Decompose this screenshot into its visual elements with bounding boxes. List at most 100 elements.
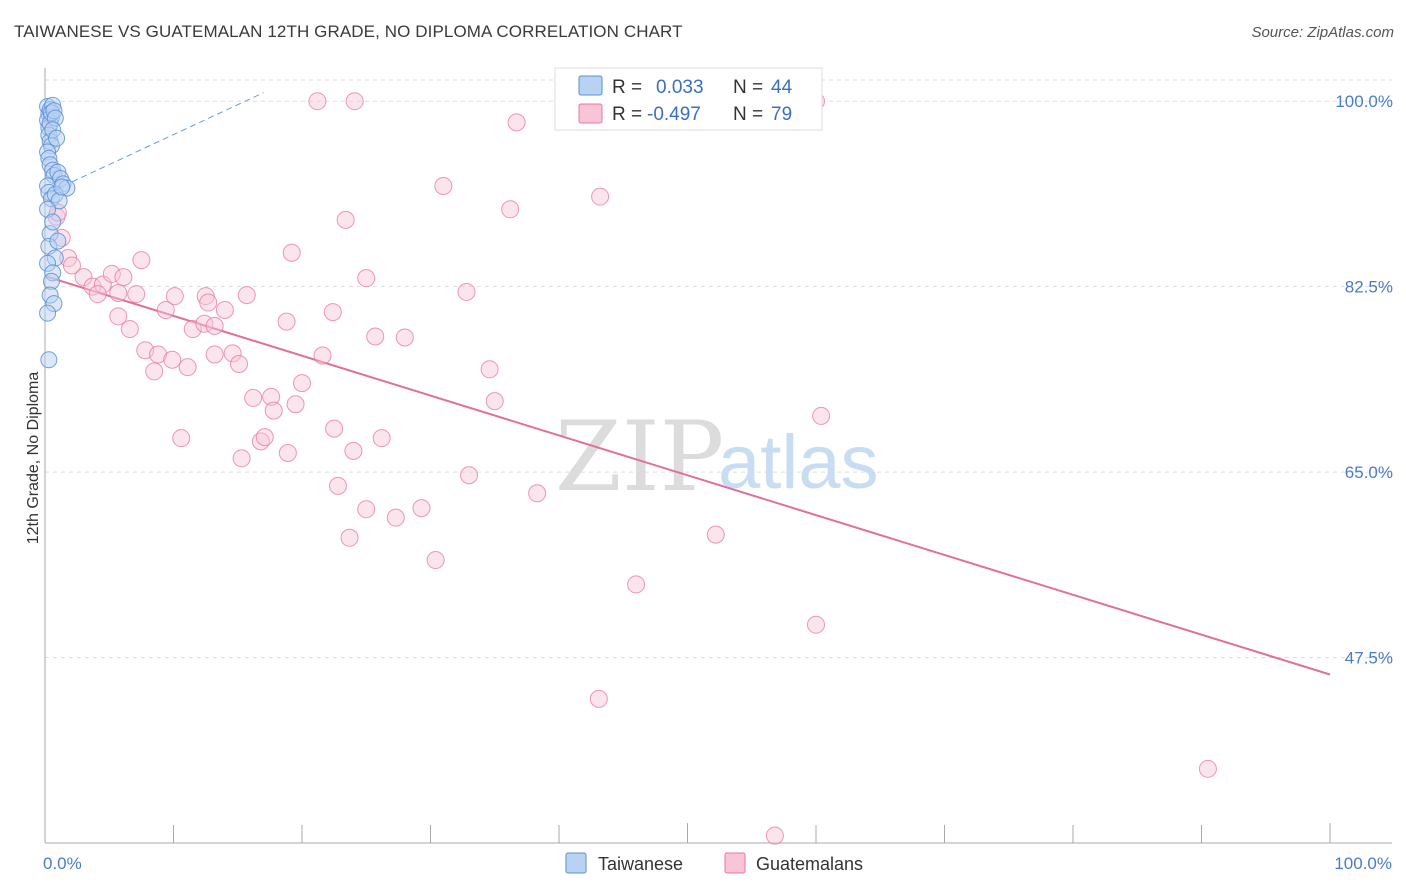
legend-swatch-taiwanese	[578, 75, 603, 96]
point-guatemalans	[765, 826, 784, 845]
point-guatemalans	[812, 406, 831, 425]
point-guatemalans	[262, 387, 281, 406]
bottom-legend-label-guatemalans: Guatemalans	[756, 854, 863, 874]
point-guatemalans	[230, 355, 249, 374]
point-guatemalans	[328, 476, 347, 495]
legend-r-value-taiwanese: 0.033	[656, 77, 704, 98]
point-guatemalans	[434, 176, 453, 195]
point-taiwanese	[40, 351, 58, 369]
point-guatemalans	[372, 429, 391, 448]
point-guatemalans	[156, 300, 175, 319]
point-guatemalans	[589, 689, 608, 708]
point-guatemalans	[205, 316, 224, 335]
point-taiwanese	[49, 232, 67, 250]
point-guatemalans	[706, 525, 725, 544]
point-guatemalans	[501, 200, 520, 219]
point-guatemalans	[178, 358, 197, 377]
point-guatemalans	[264, 401, 283, 420]
point-guatemalans	[357, 500, 376, 519]
point-guatemalans	[165, 287, 184, 306]
legend-r-value-guatemalans: -0.497	[647, 104, 701, 125]
bottom-legend-swatch-taiwanese	[565, 852, 587, 874]
point-guatemalans	[277, 312, 296, 331]
point-guatemalans	[807, 615, 825, 634]
point-guatemalans	[286, 395, 305, 414]
point-taiwanese	[48, 129, 66, 147]
legend-n-label-guatemalans: N =	[733, 104, 763, 125]
point-guatemalans	[172, 429, 191, 448]
legend-r-label-guatemalans: R =	[612, 104, 642, 125]
point-guatemalans	[412, 499, 431, 518]
chart-title: TAIWANESE VS GUATEMALAN 12TH GRADE, NO D…	[14, 22, 683, 41]
y-tick-label: 47.5%	[1345, 649, 1393, 668]
point-guatemalans	[223, 344, 242, 363]
point-guatemalans	[237, 286, 256, 305]
point-taiwanese	[44, 213, 62, 231]
point-guatemalans	[325, 419, 344, 438]
point-guatemalans	[120, 320, 139, 339]
y-tick-label: 100.0%	[1335, 92, 1393, 111]
point-guatemalans	[215, 300, 234, 319]
data-points	[39, 92, 1217, 845]
point-guatemalans	[114, 268, 133, 287]
bottom-legend-label-taiwanese: Taiwanese	[598, 854, 683, 874]
point-guatemalans	[480, 360, 499, 379]
trend-lines	[44, 92, 1331, 676]
point-guatemalans	[366, 327, 385, 346]
point-guatemalans	[386, 508, 405, 527]
point-guatemalans	[183, 320, 202, 339]
point-guatemalans	[132, 251, 151, 270]
y-tick-label: 65.0%	[1345, 463, 1393, 482]
point-guatemalans	[308, 92, 327, 111]
point-guatemalans	[336, 210, 355, 229]
point-guatemalans	[163, 350, 182, 369]
point-guatemalans	[344, 441, 363, 460]
point-guatemalans	[345, 92, 364, 111]
point-guatemalans	[340, 528, 359, 547]
bottom-legend-swatch-guatemalans	[724, 852, 746, 874]
gridlines	[45, 79, 1392, 659]
point-taiwanese	[53, 178, 71, 196]
legend-n-value-guatemalans: 79	[771, 104, 792, 125]
point-guatemalans	[357, 269, 376, 288]
point-guatemalans	[426, 551, 445, 570]
point-guatemalans	[109, 284, 128, 303]
legend-swatch-guatemalans	[578, 103, 603, 124]
point-guatemalans	[255, 428, 274, 447]
point-guatemalans	[244, 388, 263, 407]
trend-line-taiwanese	[44, 92, 264, 195]
point-guatemalans	[457, 282, 476, 301]
watermark-zip: ZIP	[555, 401, 724, 513]
point-guatemalans	[88, 285, 107, 304]
point-guatemalans	[395, 328, 414, 347]
stats-legend: R = 0.033 N = 44 R = -0.497 N = 79	[554, 67, 823, 131]
point-guatemalans	[460, 466, 479, 485]
point-guatemalans	[102, 264, 121, 283]
legend-n-label-taiwanese: N =	[733, 77, 763, 98]
point-guatemalans	[507, 113, 526, 132]
point-guatemalans	[627, 575, 646, 594]
y-axis-title: 12th Grade, No Diploma	[25, 372, 42, 545]
x-tick-label-min: 0.0%	[43, 854, 82, 873]
point-guatemalans	[293, 374, 311, 393]
point-guatemalans	[93, 275, 112, 294]
point-guatemalans	[74, 268, 93, 287]
point-guatemalans	[205, 345, 224, 364]
point-guatemalans	[591, 187, 610, 206]
point-guatemalans	[485, 392, 504, 411]
legend-r-label-taiwanese: R =	[612, 77, 642, 98]
point-guatemalans	[1198, 759, 1217, 778]
point-guatemalans	[62, 256, 81, 275]
y-tick-labels: 100.0% 82.5% 65.0% 47.5%	[1335, 92, 1393, 667]
point-guatemalans	[149, 345, 168, 364]
trend-line-guatemalans	[44, 275, 1331, 676]
point-guatemalans	[278, 444, 297, 463]
series-legend: Taiwanese Guatemalans	[565, 852, 863, 874]
point-guatemalans	[232, 449, 251, 468]
point-guatemalans	[282, 243, 301, 262]
point-guatemalans	[109, 307, 128, 326]
point-guatemalans	[199, 293, 218, 312]
point-taiwanese	[39, 304, 57, 322]
watermark-atlas: atlas	[718, 420, 879, 505]
